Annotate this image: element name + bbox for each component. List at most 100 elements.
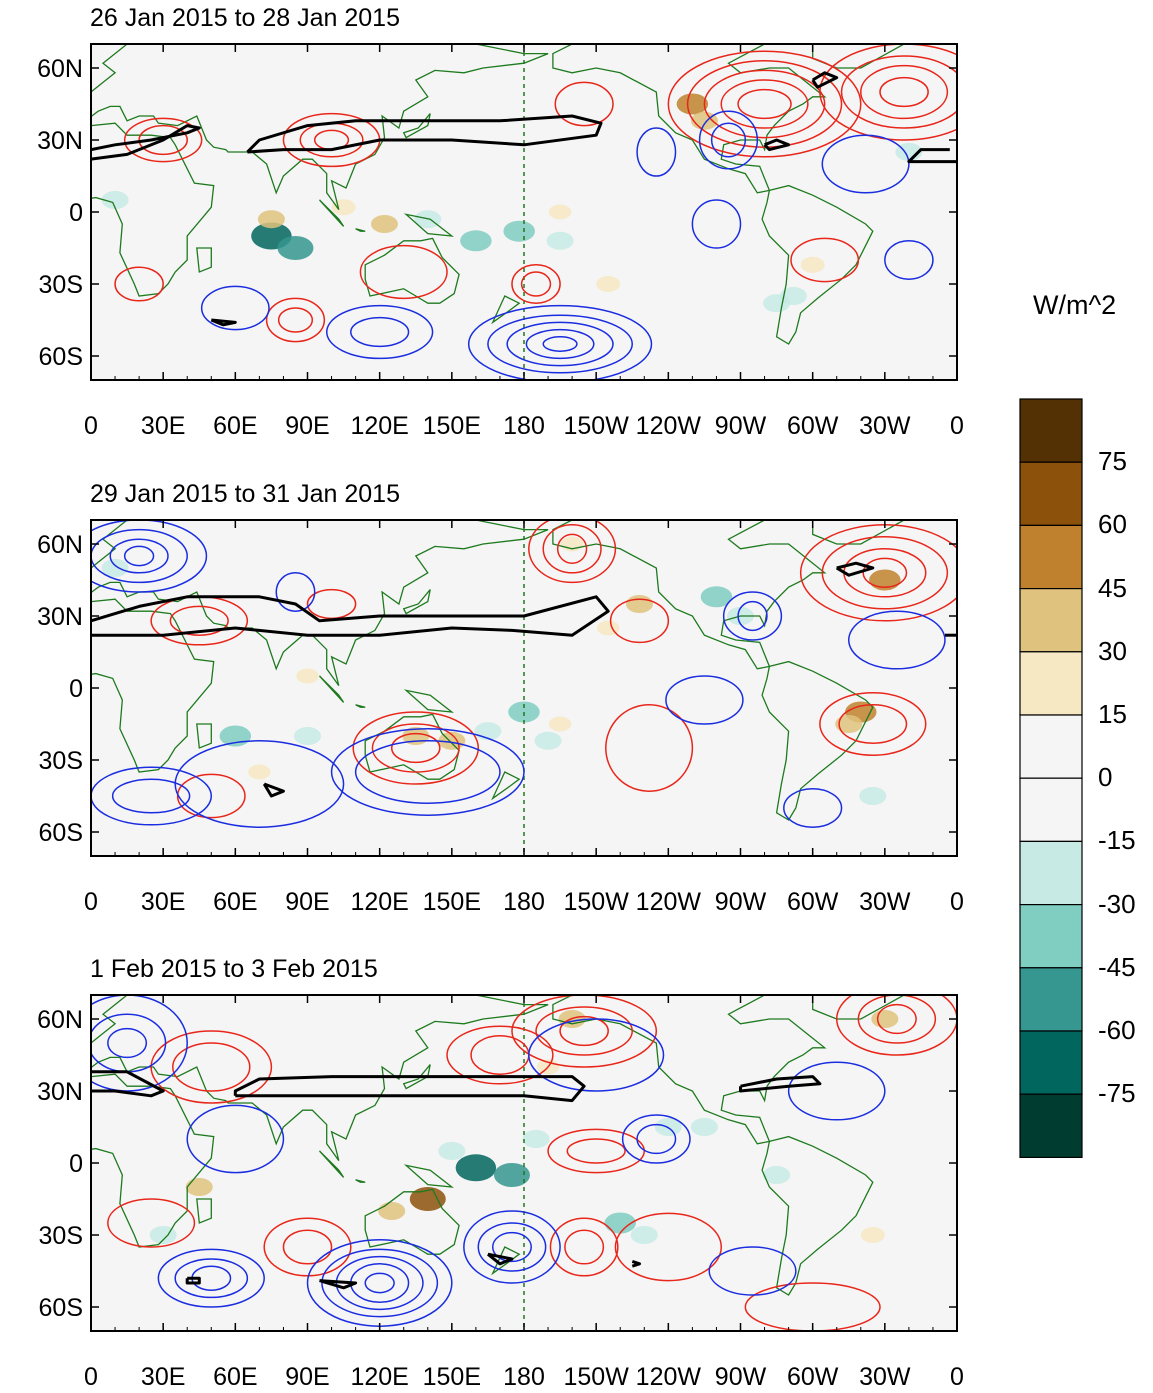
positive-contour (790, 237, 860, 283)
anomaly-patch (763, 1166, 791, 1184)
negative-contour (737, 600, 768, 632)
coastline (319, 1150, 345, 1178)
coastline (319, 199, 345, 227)
positive-contour (172, 1042, 251, 1092)
anomaly-patch (370, 215, 398, 233)
jet-contour (763, 138, 791, 152)
negative-contour (783, 788, 843, 828)
coastline (196, 1198, 212, 1224)
positive-contour (614, 1212, 723, 1282)
negative-contour (91, 520, 208, 593)
negative-contour (174, 740, 345, 828)
colorbar-tick-label: 45 (1098, 572, 1127, 603)
coastline (761, 184, 874, 345)
lat-tick-label: 0 (69, 199, 83, 227)
anomaly-patch (584, 752, 608, 768)
anomaly-patch (676, 93, 709, 115)
anomaly-patch (522, 1130, 550, 1148)
negative-contour (354, 740, 501, 804)
jet-contour (185, 1276, 201, 1285)
colorbar-tick-label: 30 (1098, 635, 1127, 666)
coastline (319, 675, 345, 703)
colorbar-swatch (1019, 461, 1083, 527)
positive-contour (265, 297, 326, 343)
anomaly-patch (596, 276, 621, 292)
negative-contour (330, 728, 525, 816)
jet-contour (631, 1259, 641, 1268)
negative-contour (91, 995, 188, 1092)
negative-contour (787, 1061, 886, 1121)
map-panel-1: 60N 30N 0 30S 60S 0 30E 60E 90E 120E 150E 180 150W 12… (37, 43, 964, 440)
colorbar-tick-label: -15 (1098, 825, 1136, 856)
coastline (91, 1073, 215, 1248)
colorbar-swatch (1019, 840, 1083, 906)
lat-tick-label: 60S (39, 819, 83, 847)
negative-contour (491, 1231, 532, 1263)
lat-tick-label: 30S (39, 1222, 83, 1250)
negative-contour (528, 1018, 665, 1092)
lon-tick-label: 120E (350, 1363, 408, 1391)
lat-tick-label: 30N (37, 603, 83, 631)
anomaly-patch (604, 1212, 636, 1234)
negative-contour (506, 321, 614, 367)
lon-tick-label: 60W (787, 1363, 839, 1391)
anomaly-patch (248, 764, 271, 780)
anomaly-patch (257, 210, 285, 229)
positive-contour (528, 520, 617, 584)
lon-tick-label: 90E (285, 412, 329, 440)
colorbar-tick-label: -30 (1098, 888, 1136, 919)
positive-contour (737, 88, 792, 120)
panel-1-title: 26 Jan 2015 to 28 Jan 2015 (90, 4, 400, 32)
map-panel-2: 60N 30N 0 30S 60S 0 30E 60E 90E 120E 150E 180 150W 12… (37, 519, 964, 916)
colorbar-swatch (1019, 398, 1083, 463)
positive-contour (107, 1198, 196, 1248)
anomaly-patch (548, 204, 572, 220)
coastline (364, 1188, 460, 1255)
colorbar-tick-label: -45 (1098, 951, 1136, 982)
negative-contour (200, 285, 270, 331)
lon-tick-label: 60E (213, 412, 257, 440)
coastline (812, 520, 906, 545)
negative-contour (174, 1258, 249, 1299)
lon-tick-label: 0 (84, 412, 98, 440)
coastline (552, 44, 827, 194)
lon-tick-label: 120E (350, 412, 408, 440)
anomaly-patch (455, 1154, 497, 1182)
map-panel-3: 60N 30N 0 30S 60S 0 30E 60E 90E 120E 150E 180 150W 12… (37, 994, 964, 1391)
positive-contour (169, 605, 229, 636)
negative-contour (487, 314, 633, 374)
negative-contour (884, 240, 934, 280)
lon-tick-label: 180 (503, 888, 545, 916)
colorbar-tick-label: 60 (1098, 509, 1127, 540)
lon-tick-label: 150E (423, 1363, 481, 1391)
colorbar-swatch (1019, 651, 1083, 716)
anomaly-patch (859, 787, 887, 805)
positive-contour (609, 598, 670, 644)
coastline (355, 1179, 366, 1183)
negative-contour (91, 528, 188, 584)
colorbar-tick-label: 75 (1098, 446, 1127, 477)
positive-contour (840, 55, 957, 129)
lon-tick-label: 90W (715, 1363, 767, 1391)
positive-contour (352, 711, 480, 785)
lon-tick-label: 150W (564, 1363, 630, 1391)
coastline (552, 520, 827, 670)
anomaly-patch (101, 559, 129, 577)
lon-tick-label: 30E (141, 888, 185, 916)
positive-contour (838, 704, 908, 744)
colorbar-tick-label: 15 (1098, 699, 1127, 729)
positive-contour (511, 264, 561, 304)
lon-tick-label: 60W (787, 412, 839, 440)
lon-tick-label: 30E (141, 1363, 185, 1391)
coastline (355, 704, 366, 708)
lon-tick-label: 0 (84, 888, 98, 916)
positive-contour (114, 266, 164, 302)
anomaly-patch (630, 1226, 658, 1244)
negative-contour (467, 304, 653, 380)
positive-contour (559, 1015, 609, 1047)
negative-contour (275, 572, 316, 612)
negative-contour (665, 675, 744, 725)
jet-contour (262, 782, 285, 798)
positive-contour (703, 69, 826, 139)
